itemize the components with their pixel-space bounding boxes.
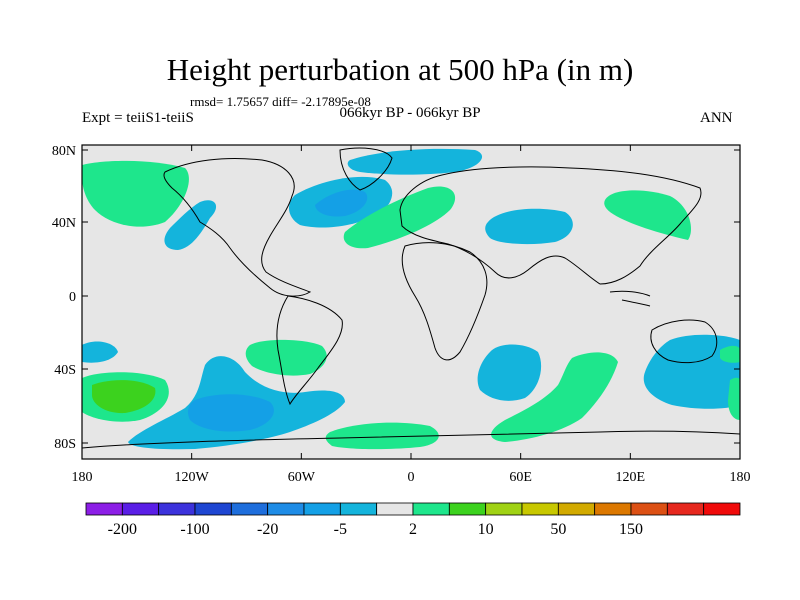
colorbar-label: 10: [478, 521, 494, 538]
antarctica-coast: [82, 430, 740, 449]
lon-label: 120W: [175, 470, 210, 485]
colorbar-swatch: [521, 502, 559, 516]
south-atlantic-positive: [325, 422, 439, 450]
lon-label: 180: [730, 470, 751, 485]
colorbar-swatch: [703, 502, 741, 516]
indian-ocean-negative: [477, 344, 542, 401]
ross-sea-positive: [728, 377, 740, 420]
colorbar-swatch: [485, 502, 523, 516]
colorbar-label: -100: [180, 521, 209, 538]
australia-negative: [643, 334, 740, 409]
anomaly-fields: [82, 148, 740, 450]
colorbar-label: -20: [257, 521, 278, 538]
colorbar-label: 150: [619, 521, 643, 538]
lat-label: 40N: [52, 216, 76, 231]
australia-coast: [650, 319, 718, 364]
rmsd-stats: rmsd= 1.75657 diff= -2.17895e-08: [190, 94, 371, 109]
colorbar-swatch: [158, 502, 196, 516]
lon-label: 120E: [616, 470, 646, 485]
southern-ocean-negative-core: [187, 394, 274, 432]
colorbar-swatch: [267, 502, 305, 516]
lat-label: 80N: [52, 144, 76, 159]
colorbar-swatch: [630, 502, 668, 516]
experiment-label: Expt = teiiS1-teiiS: [82, 110, 194, 126]
lon-label: 60W: [288, 470, 316, 485]
eurasia-coast: [399, 166, 702, 285]
central-asia-negative: [485, 208, 573, 245]
north-pacific-positive: [82, 160, 189, 227]
colorbar-swatch: [339, 502, 378, 516]
lat-label: 40S: [54, 363, 76, 378]
arctic-negative: [347, 148, 483, 175]
south-pacific-negative-west: [82, 341, 118, 363]
north-america-coast: [163, 158, 312, 297]
greenland-coast: [339, 147, 393, 191]
africa-coast: [401, 242, 488, 361]
season-label: ANN: [700, 110, 733, 126]
north-america-negative: [164, 200, 217, 250]
chart-title: Height perturbation at 500 hPa (in m): [166, 52, 634, 87]
lon-label: 180: [72, 470, 93, 485]
southern-indian-positive: [491, 352, 618, 442]
colorbar-swatch: [121, 502, 160, 516]
coastlines: [82, 147, 740, 449]
indonesia-coast: [609, 290, 651, 307]
australia-positive: [720, 345, 740, 363]
europe-positive: [343, 186, 456, 249]
colorbar-swatch: [303, 502, 341, 516]
colorbar-swatch: [85, 502, 123, 516]
lat-label: 0: [69, 290, 76, 305]
south-pacific-positive-core: [92, 380, 156, 414]
colorbar-swatch: [412, 502, 450, 516]
colorbar-label: 50: [550, 521, 566, 538]
colorbar-swatch: [376, 502, 414, 516]
colorbar-swatch: [230, 502, 269, 516]
lon-label: 0: [408, 470, 415, 485]
colorbar-swatch: [448, 502, 487, 516]
colorbar-label: 2: [409, 521, 417, 538]
colorbar-swatch: [594, 502, 632, 516]
colorbar-swatch: [557, 502, 596, 516]
colorbar: -200 -100 -20 -5 2 10 50 150: [85, 502, 741, 538]
latitude-axis: 80N 40N 0 40S 80S: [52, 144, 740, 452]
colorbar-swatch: [194, 502, 232, 516]
colorbar-label: -5: [334, 521, 347, 538]
colorbar-label: -200: [108, 521, 137, 538]
lon-label: 60E: [509, 470, 532, 485]
lat-label: 80S: [54, 437, 76, 452]
south-america-positive: [245, 339, 327, 376]
east-asia-positive: [604, 190, 691, 240]
colorbar-swatch: [666, 502, 705, 516]
longitude-axis: 180 120W 60W 0 60E 120E 180: [72, 145, 751, 485]
period-label: 066kyr BP - 066kyr BP: [339, 105, 481, 121]
north-atlantic-negative-core: [315, 189, 368, 217]
south-america-coast: [276, 295, 343, 406]
